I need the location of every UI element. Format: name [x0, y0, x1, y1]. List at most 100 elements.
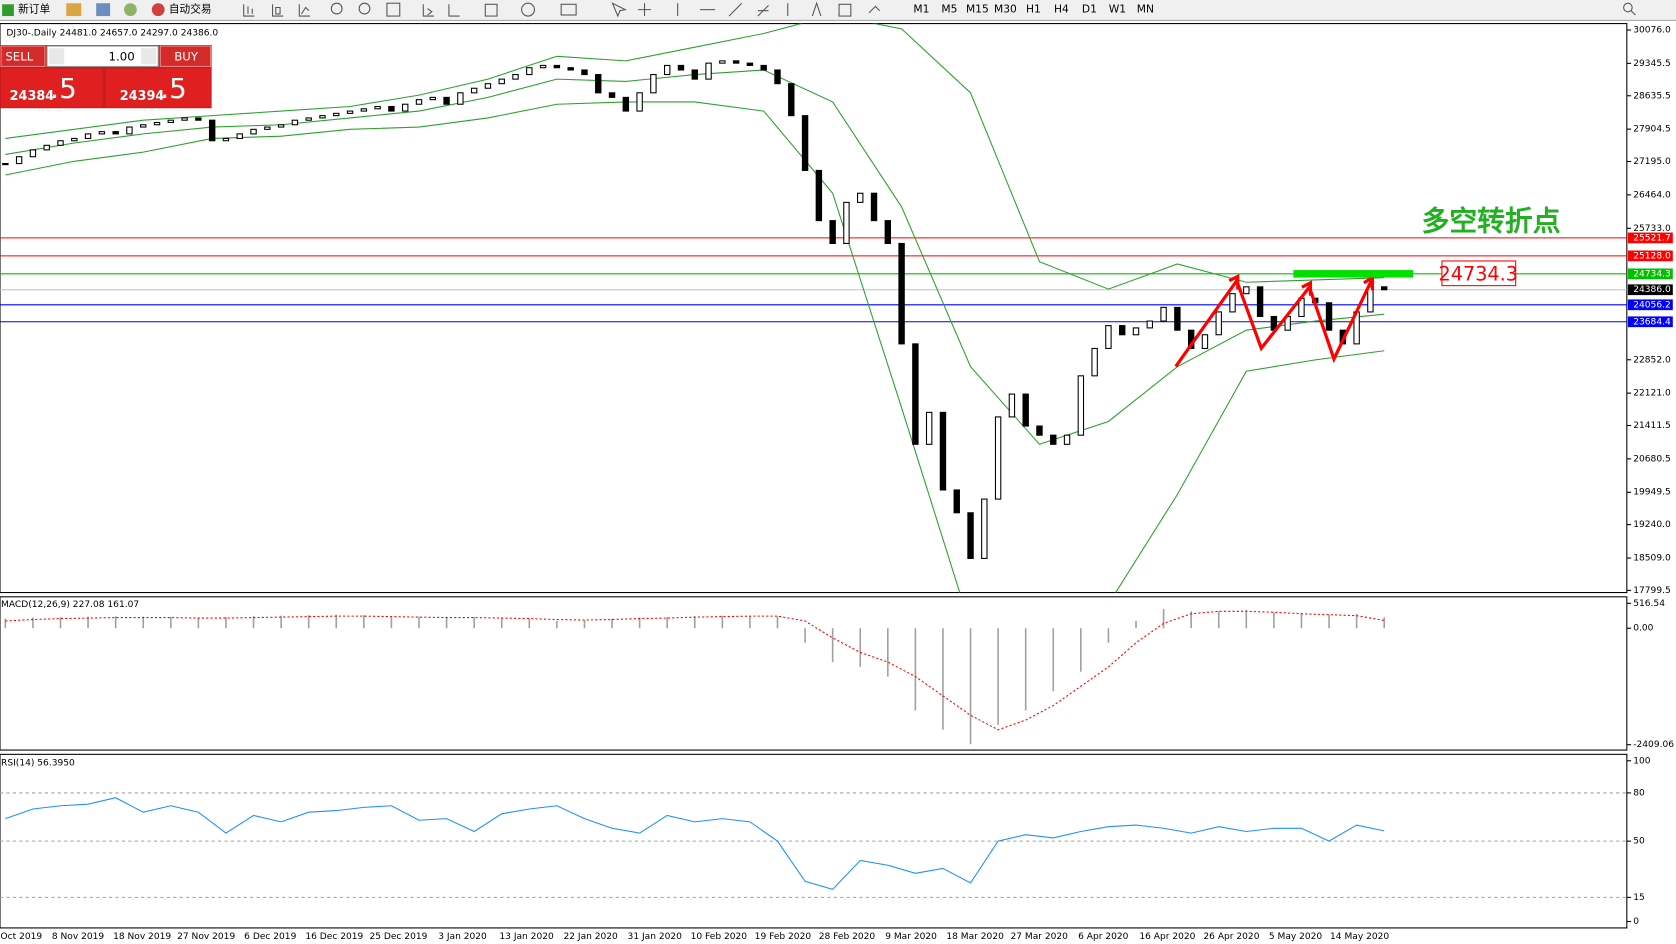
timeframe-button[interactable]: M15 [966, 3, 989, 16]
candle [1146, 320, 1153, 329]
search-icon[interactable] [1623, 2, 1633, 13]
candle [1008, 393, 1016, 418]
candle [884, 220, 892, 244]
x-tick-label: 16 Apr 2020 [1139, 932, 1195, 942]
x-tick-label: 6 Dec 2019 [244, 932, 296, 942]
candle [1229, 293, 1236, 313]
candle [181, 117, 188, 121]
candle [126, 126, 133, 135]
timeframe-button[interactable]: H1 [1026, 3, 1041, 16]
candle [939, 411, 947, 491]
y-tick-label: 15 [1633, 893, 1645, 903]
toolbar-icon[interactable] [66, 3, 82, 17]
y-tick-label: 0 [1633, 917, 1639, 927]
candle [333, 112, 340, 117]
one-click-trading-panel: SELL 1.00 BUY 24384 .5 24394 .5 [0, 45, 212, 109]
sell-price-fraction: .5 [50, 72, 77, 105]
candle [1256, 286, 1264, 318]
candle [1380, 286, 1388, 291]
sell-label: SELL [5, 49, 33, 63]
buy-label: BUY [174, 49, 199, 63]
sell-button[interactable] [0, 45, 46, 67]
new-order-icon[interactable] [2, 4, 14, 17]
macd-signal [5, 610, 1385, 731]
candle [719, 60, 726, 64]
candle [732, 60, 740, 64]
toolbar-icon[interactable] [96, 3, 111, 17]
candle [1050, 434, 1057, 445]
new-order-button[interactable]: 新订单 [18, 3, 50, 16]
y-tick-label: 27195.0 [1633, 157, 1671, 167]
buy-price-box[interactable] [105, 68, 211, 108]
y-tick-label: 17799.5 [1633, 586, 1671, 596]
candle [1105, 325, 1112, 349]
level-price-label: 24734.3 [1633, 269, 1671, 279]
lot-input[interactable] [46, 45, 159, 67]
timeframe-button[interactable]: D1 [1082, 3, 1097, 16]
x-tick-label: 13 Jan 2020 [499, 932, 554, 942]
toolbar-icon[interactable] [123, 3, 137, 17]
candle [208, 119, 216, 142]
buy-button[interactable] [159, 45, 212, 67]
y-tick-label: 18509.0 [1633, 554, 1671, 564]
arrow-head [1228, 273, 1240, 290]
candle [71, 137, 78, 142]
candle [622, 96, 630, 112]
candle [1325, 302, 1333, 331]
candle [360, 108, 368, 112]
level-price-label: 25521.7 [1633, 233, 1671, 243]
arrow-head [1301, 280, 1313, 296]
candle [1367, 286, 1374, 313]
candle [195, 117, 202, 121]
candle [1022, 393, 1029, 427]
macd-pane [0, 596, 1628, 751]
y-tick-label: 20680.5 [1633, 454, 1671, 464]
candle [1063, 434, 1071, 445]
toolbar-tools[interactable] [243, 1, 881, 18]
candle [857, 192, 864, 203]
auto-trading-button[interactable]: 自动交易 [169, 3, 212, 16]
timeframe-button[interactable]: M1 [913, 3, 929, 16]
y-tick-label: 28635.5 [1633, 91, 1671, 101]
x-tick-label: 9 Mar 2020 [885, 932, 937, 942]
price-plot [0, 23, 1627, 593]
x-tick-label: 5 May 2020 [1269, 932, 1323, 942]
zigzag-line [1174, 277, 1373, 368]
x-tick-label: 27 Mar 2020 [1010, 932, 1068, 942]
candle [526, 67, 533, 76]
candle [912, 343, 919, 445]
candle [760, 64, 767, 71]
timeframe-bar: M1 M5 M15 M30 H1 H4 D1 W1 MN [913, 3, 1154, 16]
x-tick-label: 28 Feb 2020 [819, 932, 876, 942]
sell-price-box[interactable] [1, 68, 103, 108]
lot-value: 1.00 [109, 49, 135, 63]
y-tick-label: 19949.5 [1633, 488, 1671, 498]
candle [429, 96, 436, 101]
timeframe-button[interactable]: MN [1137, 3, 1154, 16]
x-tick-label: 10 Feb 2020 [691, 932, 748, 942]
lot-increase[interactable] [141, 48, 157, 65]
auto-trading-icon[interactable] [151, 3, 165, 17]
level-price-box [1627, 250, 1673, 262]
pane-title: MACD(12,26,9) 227.08 161.07 [1, 600, 139, 610]
candle [1201, 334, 1209, 349]
timeframe-button[interactable]: H4 [1054, 3, 1069, 16]
candle [98, 131, 106, 135]
timeframe-button[interactable]: M30 [994, 3, 1017, 16]
candle [443, 96, 450, 105]
level-price-box [1627, 299, 1673, 311]
candle [84, 133, 92, 139]
candle [15, 156, 23, 165]
candle [346, 110, 354, 114]
candle [663, 64, 671, 76]
timeframe-button[interactable]: M5 [941, 3, 957, 16]
timeframe-button[interactable]: W1 [1109, 3, 1126, 16]
sell-price: 24384 [10, 89, 55, 104]
lot-decrease[interactable] [49, 48, 65, 65]
candle [43, 144, 50, 151]
y-tick-label: -2409.06 [1633, 740, 1674, 750]
candle [1174, 306, 1181, 331]
y-tick-label: 0.00 [1633, 624, 1653, 634]
candle [1160, 306, 1167, 322]
y-tick-label: 22852.0 [1633, 355, 1671, 365]
